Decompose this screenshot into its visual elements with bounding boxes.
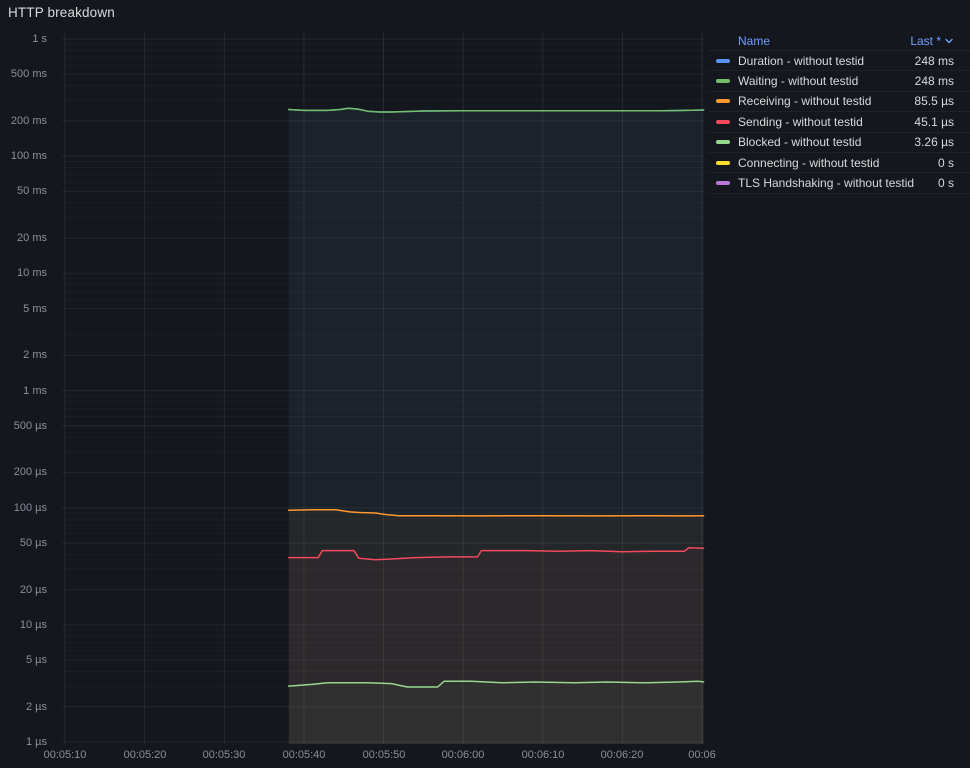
legend-row: Waiting - without testid 248 ms	[708, 71, 970, 92]
series-blocked	[287, 680, 705, 744]
y-axis-tick-label: 1 s	[32, 33, 47, 45]
legend-row: Sending - without testid 45.1 µs	[708, 112, 970, 133]
series-sending	[287, 547, 705, 744]
y-axis-tick-label: 1 µs	[25, 736, 47, 748]
y-axis-tick-label: 500 ms	[10, 68, 47, 80]
series-color-swatch[interactable]	[716, 58, 730, 63]
legend-series-last-value: 248 ms	[914, 74, 954, 89]
legend-series-last-value: 0 s	[937, 176, 954, 191]
series-color-swatch[interactable]	[716, 181, 730, 186]
legend-series-label[interactable]: Connecting - without testid	[738, 155, 880, 170]
y-axis-tick-label: 2 ms	[23, 349, 47, 361]
legend-series-last-value: 248 ms	[914, 53, 954, 68]
legend-row: Blocked - without testid 3.26 µs	[708, 133, 970, 153]
legend-row: Duration - without testid 248 ms	[708, 51, 970, 72]
legend-series-last-value: 45.1 µs	[914, 114, 954, 129]
legend-row: Receiving - without testid 85.5 µs	[708, 92, 970, 113]
series-color-swatch[interactable]	[716, 79, 730, 84]
legend-sort-last-label: Last *	[910, 33, 941, 48]
y-axis-tick-label: 10 ms	[17, 267, 47, 279]
series-color-swatch[interactable]	[716, 119, 730, 124]
legend-series-label[interactable]: TLS Handshaking - without testid	[738, 176, 915, 191]
y-axis-tick-label: 200 µs	[13, 466, 47, 478]
y-axis-tick-label: 20 µs	[19, 584, 47, 596]
legend-sort-name[interactable]: Name	[738, 33, 771, 48]
legend-row: Connecting - without testid 0 s	[708, 153, 970, 174]
y-axis-tick-label: 20 ms	[17, 232, 47, 244]
y-axis-tick-label: 100 ms	[10, 150, 47, 162]
page-title[interactable]: HTTP breakdown	[8, 5, 115, 20]
legend-series-last-value: 0 s	[937, 155, 954, 170]
legend-series-label[interactable]: Duration - without testid	[738, 53, 865, 68]
legend-series-label[interactable]: Sending - without testid	[738, 114, 863, 129]
series-color-swatch[interactable]	[716, 99, 730, 104]
legend-row: TLS Handshaking - without testid 0 s	[708, 173, 970, 194]
y-axis-tick-label: 2 µs	[25, 701, 47, 713]
legend-header: Name Last *	[708, 31, 970, 51]
y-axis: 1 s 500 ms 200 ms 100 ms 50 ms 20 ms 10 ms 5 ms…	[0, 0, 48, 768]
legend-series-last-value: 85.5 µs	[914, 94, 954, 109]
y-axis-tick-label: 5 ms	[23, 303, 47, 315]
legend-series-label[interactable]: Receiving - without testid	[738, 94, 872, 109]
y-axis-tick-label: 5 µs	[25, 654, 47, 666]
series-waiting	[287, 107, 705, 745]
legend-series-label[interactable]: Waiting - without testid	[738, 74, 859, 89]
legend-rows: Duration - without testid 248 ms Waiting -…	[708, 51, 970, 194]
y-axis-tick-label: 100 µs	[13, 502, 47, 514]
series-color-swatch[interactable]	[716, 160, 730, 165]
legend-sort-last[interactable]: Last *	[910, 34, 954, 48]
y-axis-tick-label: 50 µs	[19, 537, 47, 549]
series-color-swatch[interactable]	[716, 140, 730, 145]
legend-series-last-value: 3.26 µs	[914, 135, 954, 150]
y-axis-tick-label: 200 ms	[10, 115, 47, 127]
y-axis-tick-label: 500 µs	[13, 420, 47, 432]
y-axis-tick-label: 1 ms	[23, 385, 47, 397]
chevron-down-icon	[944, 36, 954, 46]
legend-table: Name Last * Duration - without testid 248…	[708, 31, 970, 194]
series-receiving	[287, 509, 705, 744]
y-axis-tick-label: 10 µs	[19, 619, 47, 631]
legend-series-label[interactable]: Blocked - without testid	[738, 135, 862, 150]
y-axis-tick-label: 50 ms	[17, 185, 47, 197]
grid-lines	[62, 32, 704, 744]
